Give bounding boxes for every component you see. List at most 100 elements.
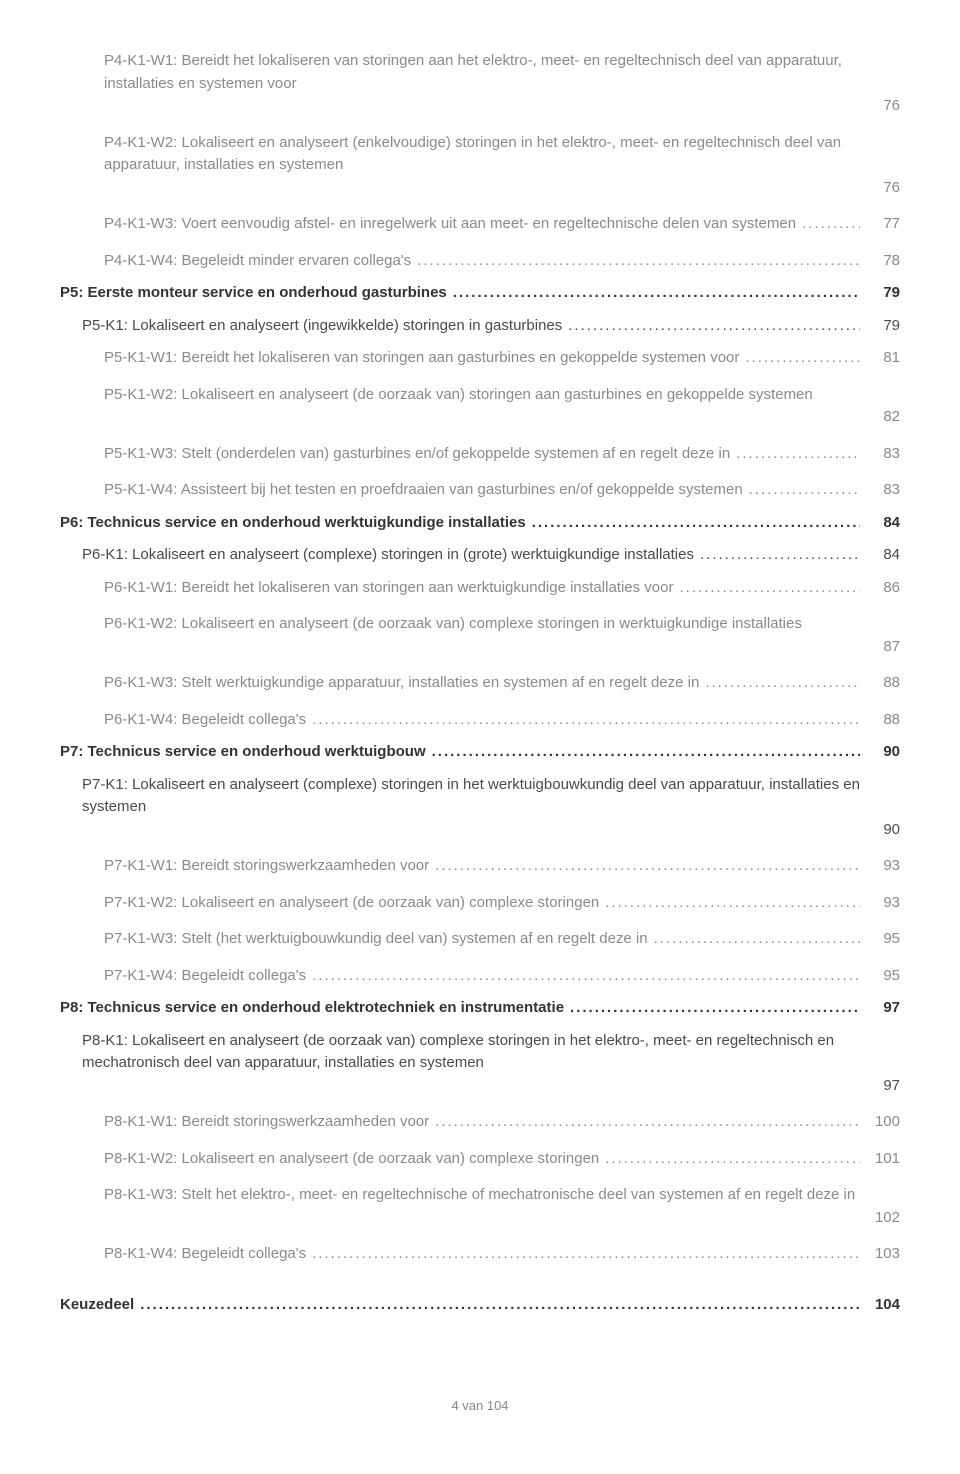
toc-entry-line: 97 — [82, 1075, 900, 1098]
toc-entry: P6: Technicus service en onderhoud werkt… — [60, 512, 900, 535]
toc-entry-page: 84 — [860, 544, 900, 567]
page-number: 4 van 104 — [451, 1398, 508, 1413]
toc-entry-page: 93 — [860, 892, 900, 915]
toc-entry-line: P7-K1-W2: Lokaliseert en analyseert (de … — [104, 892, 900, 915]
toc-entry-label: P6-K1: Lokaliseert en analyseert (comple… — [82, 546, 694, 563]
toc-entry: P6-K1-W3: Stelt werktuigkundige apparatu… — [60, 672, 900, 695]
toc-entry-page: 83 — [860, 443, 900, 466]
toc-entry-page: 77 — [860, 213, 900, 236]
toc-entry-page: 90 — [860, 741, 900, 764]
toc-entry-label: P8-K1-W3: Stelt het elektro-, meet- en r… — [104, 1184, 900, 1207]
toc-entry-page: 90 — [860, 819, 900, 842]
toc-entry-line: P6-K1-W4: Begeleidt collega's88 — [104, 709, 900, 732]
toc-entry-line: 76 — [104, 177, 900, 200]
toc-entry-page: 95 — [860, 928, 900, 951]
toc-entry-label: P8-K1-W4: Begeleidt collega's — [104, 1245, 306, 1262]
toc-entry: P5-K1: Lokaliseert en analyseert (ingewi… — [60, 315, 900, 338]
toc-entry-label: P4-K1-W1: Bereidt het lokaliseren van st… — [104, 50, 900, 95]
toc-entry-line: 76 — [104, 95, 900, 118]
toc-entry: P7-K1: Lokaliseert en analyseert (comple… — [60, 774, 900, 842]
toc-entry: P6-K1: Lokaliseert en analyseert (comple… — [60, 544, 900, 567]
toc-entry-page: 88 — [860, 672, 900, 695]
toc-entry-line: P7: Technicus service en onderhoud werkt… — [60, 741, 900, 764]
toc-entry-label: P7-K1: Lokaliseert en analyseert (comple… — [82, 774, 900, 819]
toc-entry-label: P4-K1-W2: Lokaliseert en analyseert (enk… — [104, 132, 900, 177]
toc-entry: P5: Eerste monteur service en onderhoud … — [60, 282, 900, 305]
toc-entry: P5-K1-W1: Bereidt het lokaliseren van st… — [60, 347, 900, 370]
toc-entry-label: P8-K1: Lokaliseert en analyseert (de oor… — [82, 1030, 900, 1075]
toc-entry-line: P8-K1-W1: Bereidt storingswerkzaamheden … — [104, 1111, 900, 1134]
toc-entry-page: 95 — [860, 965, 900, 988]
toc-entry: P8: Technicus service en onderhoud elekt… — [60, 997, 900, 1020]
toc-entry-line: P5-K1-W1: Bereidt het lokaliseren van st… — [104, 347, 900, 370]
toc-entry-line: P6-K1: Lokaliseert en analyseert (comple… — [82, 544, 900, 567]
toc-entry-line: P6-K1-W3: Stelt werktuigkundige apparatu… — [104, 672, 900, 695]
toc-entry-page: 87 — [860, 636, 900, 659]
toc-entry-line: 87 — [104, 636, 900, 659]
toc-entry-label: P5-K1: Lokaliseert en analyseert (ingewi… — [82, 317, 562, 334]
toc-entry-line: P5-K1: Lokaliseert en analyseert (ingewi… — [82, 315, 900, 338]
toc-entry-label: P7: Technicus service en onderhoud werkt… — [60, 743, 426, 760]
toc-entry-label: P6-K1-W2: Lokaliseert en analyseert (de … — [104, 613, 900, 636]
toc-entry: P4-K1-W2: Lokaliseert en analyseert (enk… — [60, 132, 900, 200]
toc-entry-page: 84 — [860, 512, 900, 535]
toc-entry: P5-K1-W2: Lokaliseert en analyseert (de … — [60, 384, 900, 429]
toc-entry: P5-K1-W4: Assisteert bij het testen en p… — [60, 479, 900, 502]
toc-entry-label: P8-K1-W1: Bereidt storingswerkzaamheden … — [104, 1113, 429, 1130]
toc-entry-page: 76 — [860, 95, 900, 118]
toc-entry: P8-K1: Lokaliseert en analyseert (de oor… — [60, 1030, 900, 1098]
toc-entry-page: 83 — [860, 479, 900, 502]
toc-entry: P8-K1-W1: Bereidt storingswerkzaamheden … — [60, 1111, 900, 1134]
table-of-contents: P4-K1-W1: Bereidt het lokaliseren van st… — [60, 50, 900, 1316]
toc-entry-line: P7-K1-W1: Bereidt storingswerkzaamheden … — [104, 855, 900, 878]
toc-entry-line: P8-K1-W4: Begeleidt collega's 103 — [104, 1243, 900, 1266]
toc-entry-page: 79 — [860, 282, 900, 305]
toc-entry-page: 100 — [860, 1111, 900, 1134]
toc-entry-label: Keuzedeel — [60, 1296, 134, 1313]
toc-entry-label: P6-K1-W1: Bereidt het lokaliseren van st… — [104, 579, 673, 596]
toc-entry-line: P5: Eerste monteur service en onderhoud … — [60, 282, 900, 305]
toc-entry-line: 82 — [104, 406, 900, 429]
toc-entry: P8-K1-W3: Stelt het elektro-, meet- en r… — [60, 1184, 900, 1229]
toc-entry-page: 82 — [860, 406, 900, 429]
toc-entry-label: P7-K1-W3: Stelt (het werktuigbouwkundig … — [104, 930, 648, 947]
toc-entry-label: P7-K1-W4: Begeleidt collega's — [104, 967, 306, 984]
toc-entry: P6-K1-W1: Bereidt het lokaliseren van st… — [60, 577, 900, 600]
toc-entry-line: P8: Technicus service en onderhoud elekt… — [60, 997, 900, 1020]
toc-entry-label: P4-K1-W3: Voert eenvoudig afstel- en inr… — [104, 215, 796, 232]
toc-entry-label: P5-K1-W1: Bereidt het lokaliseren van st… — [104, 349, 739, 366]
toc-entry-label: P8: Technicus service en onderhoud elekt… — [60, 999, 564, 1016]
toc-entry: P6-K1-W2: Lokaliseert en analyseert (de … — [60, 613, 900, 658]
toc-entry-page: 79 — [860, 315, 900, 338]
toc-entry-line: P5-K1-W4: Assisteert bij het testen en p… — [104, 479, 900, 502]
toc-entry-page: 97 — [860, 997, 900, 1020]
toc-entry-label: P4-K1-W4: Begeleidt minder ervaren colle… — [104, 252, 411, 269]
toc-entry: Keuzedeel 104 — [60, 1294, 900, 1317]
toc-entry-label: P5-K1-W3: Stelt (onderdelen van) gasturb… — [104, 445, 730, 462]
toc-entry: P7-K1-W2: Lokaliseert en analyseert (de … — [60, 892, 900, 915]
toc-entry-page: 104 — [860, 1294, 900, 1317]
toc-entry-label: P6-K1-W3: Stelt werktuigkundige apparatu… — [104, 674, 699, 691]
toc-entry-label: P5: Eerste monteur service en onderhoud … — [60, 284, 447, 301]
toc-entry-page: 88 — [860, 709, 900, 732]
toc-entry: P4-K1-W3: Voert eenvoudig afstel- en inr… — [60, 213, 900, 236]
toc-entry: P6-K1-W4: Begeleidt collega's88 — [60, 709, 900, 732]
toc-entry-page: 103 — [860, 1243, 900, 1266]
toc-entry-label: P8-K1-W2: Lokaliseert en analyseert (de … — [104, 1150, 599, 1167]
toc-entry: P5-K1-W3: Stelt (onderdelen van) gasturb… — [60, 443, 900, 466]
toc-entry-line: P6-K1-W1: Bereidt het lokaliseren van st… — [104, 577, 900, 600]
toc-entry-line: P7-K1-W3: Stelt (het werktuigbouwkundig … — [104, 928, 900, 951]
toc-entry-line: P4-K1-W4: Begeleidt minder ervaren colle… — [104, 250, 900, 273]
toc-entry-line: 102 — [104, 1207, 900, 1230]
toc-entry-page: 101 — [860, 1148, 900, 1171]
toc-entry: P7-K1-W4: Begeleidt collega's 95 — [60, 965, 900, 988]
toc-entry: P7-K1-W1: Bereidt storingswerkzaamheden … — [60, 855, 900, 878]
toc-entry-line: P6: Technicus service en onderhoud werkt… — [60, 512, 900, 535]
toc-entry-line: P7-K1-W4: Begeleidt collega's 95 — [104, 965, 900, 988]
toc-entry-line: 90 — [82, 819, 900, 842]
toc-entry-label: P5-K1-W4: Assisteert bij het testen en p… — [104, 481, 743, 498]
toc-entry-line: Keuzedeel 104 — [60, 1294, 900, 1317]
page-footer: 4 van 104 — [60, 1396, 900, 1416]
toc-entry-label: P7-K1-W2: Lokaliseert en analyseert (de … — [104, 894, 599, 911]
toc-entry-line: P5-K1-W3: Stelt (onderdelen van) gasturb… — [104, 443, 900, 466]
